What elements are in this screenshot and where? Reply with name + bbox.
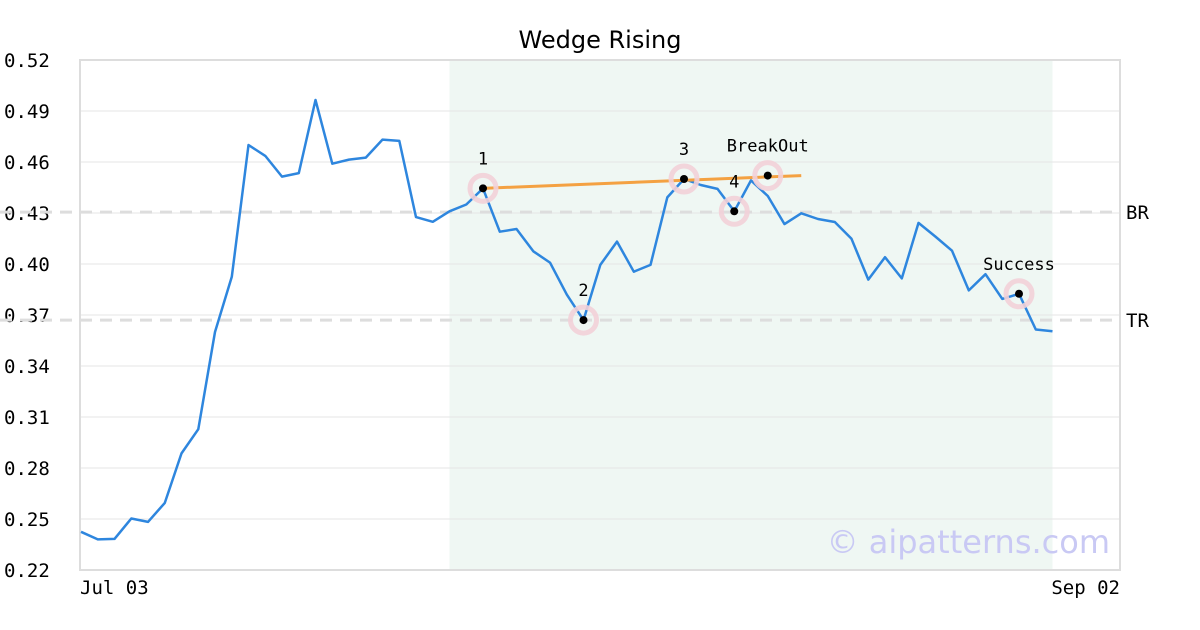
marker-dot-2 <box>579 316 588 325</box>
y-tick-label: 0.43 <box>4 203 50 225</box>
marker-ring-success <box>1003 278 1035 310</box>
marker-ring-4 <box>718 195 750 227</box>
marker-dot-breakout <box>763 171 772 180</box>
y-tick-label: 0.31 <box>4 407 50 429</box>
x-tick-label: Jul 03 <box>80 577 149 599</box>
y-tick-label: 0.40 <box>4 254 50 276</box>
marker-ring-breakout <box>752 160 784 192</box>
marker-ring-2 <box>568 304 599 336</box>
reference-label-tr: TR <box>1126 310 1149 332</box>
x-tick-label: Sep 02 <box>1051 577 1120 599</box>
marker-label-4: 4 <box>729 172 739 192</box>
trendline <box>482 174 802 190</box>
chart-title: Wedge Rising <box>519 26 682 54</box>
series-line <box>80 98 1053 541</box>
marker-dot-4 <box>730 207 739 216</box>
plot-frame <box>79 59 1121 571</box>
marker-dot-1 <box>479 184 487 193</box>
marker-label-breakout: BreakOut <box>727 137 809 157</box>
marker-dot-3 <box>680 175 688 183</box>
reference-label-br: BR <box>1126 202 1149 224</box>
y-tick-label: 0.25 <box>4 509 50 531</box>
marker-ring-1 <box>467 172 499 204</box>
marker-ring-3 <box>668 163 700 195</box>
y-tick-label: 0.52 <box>4 50 50 72</box>
y-tick-label: 0.37 <box>4 305 50 327</box>
y-tick-label: 0.46 <box>4 152 50 174</box>
y-tick-label: 0.49 <box>4 101 50 123</box>
y-tick-label: 0.34 <box>4 356 50 378</box>
y-tick-label: 0.22 <box>4 560 50 582</box>
y-tick-label: 0.28 <box>4 458 50 480</box>
marker-label-success: Success <box>983 255 1055 275</box>
watermark: © aipatterns.com <box>827 523 1110 561</box>
marker-dot-success <box>1015 289 1023 298</box>
marker-label-1: 1 <box>478 149 488 169</box>
marker-label-3: 3 <box>679 140 689 160</box>
marker-label-2: 2 <box>578 281 588 301</box>
